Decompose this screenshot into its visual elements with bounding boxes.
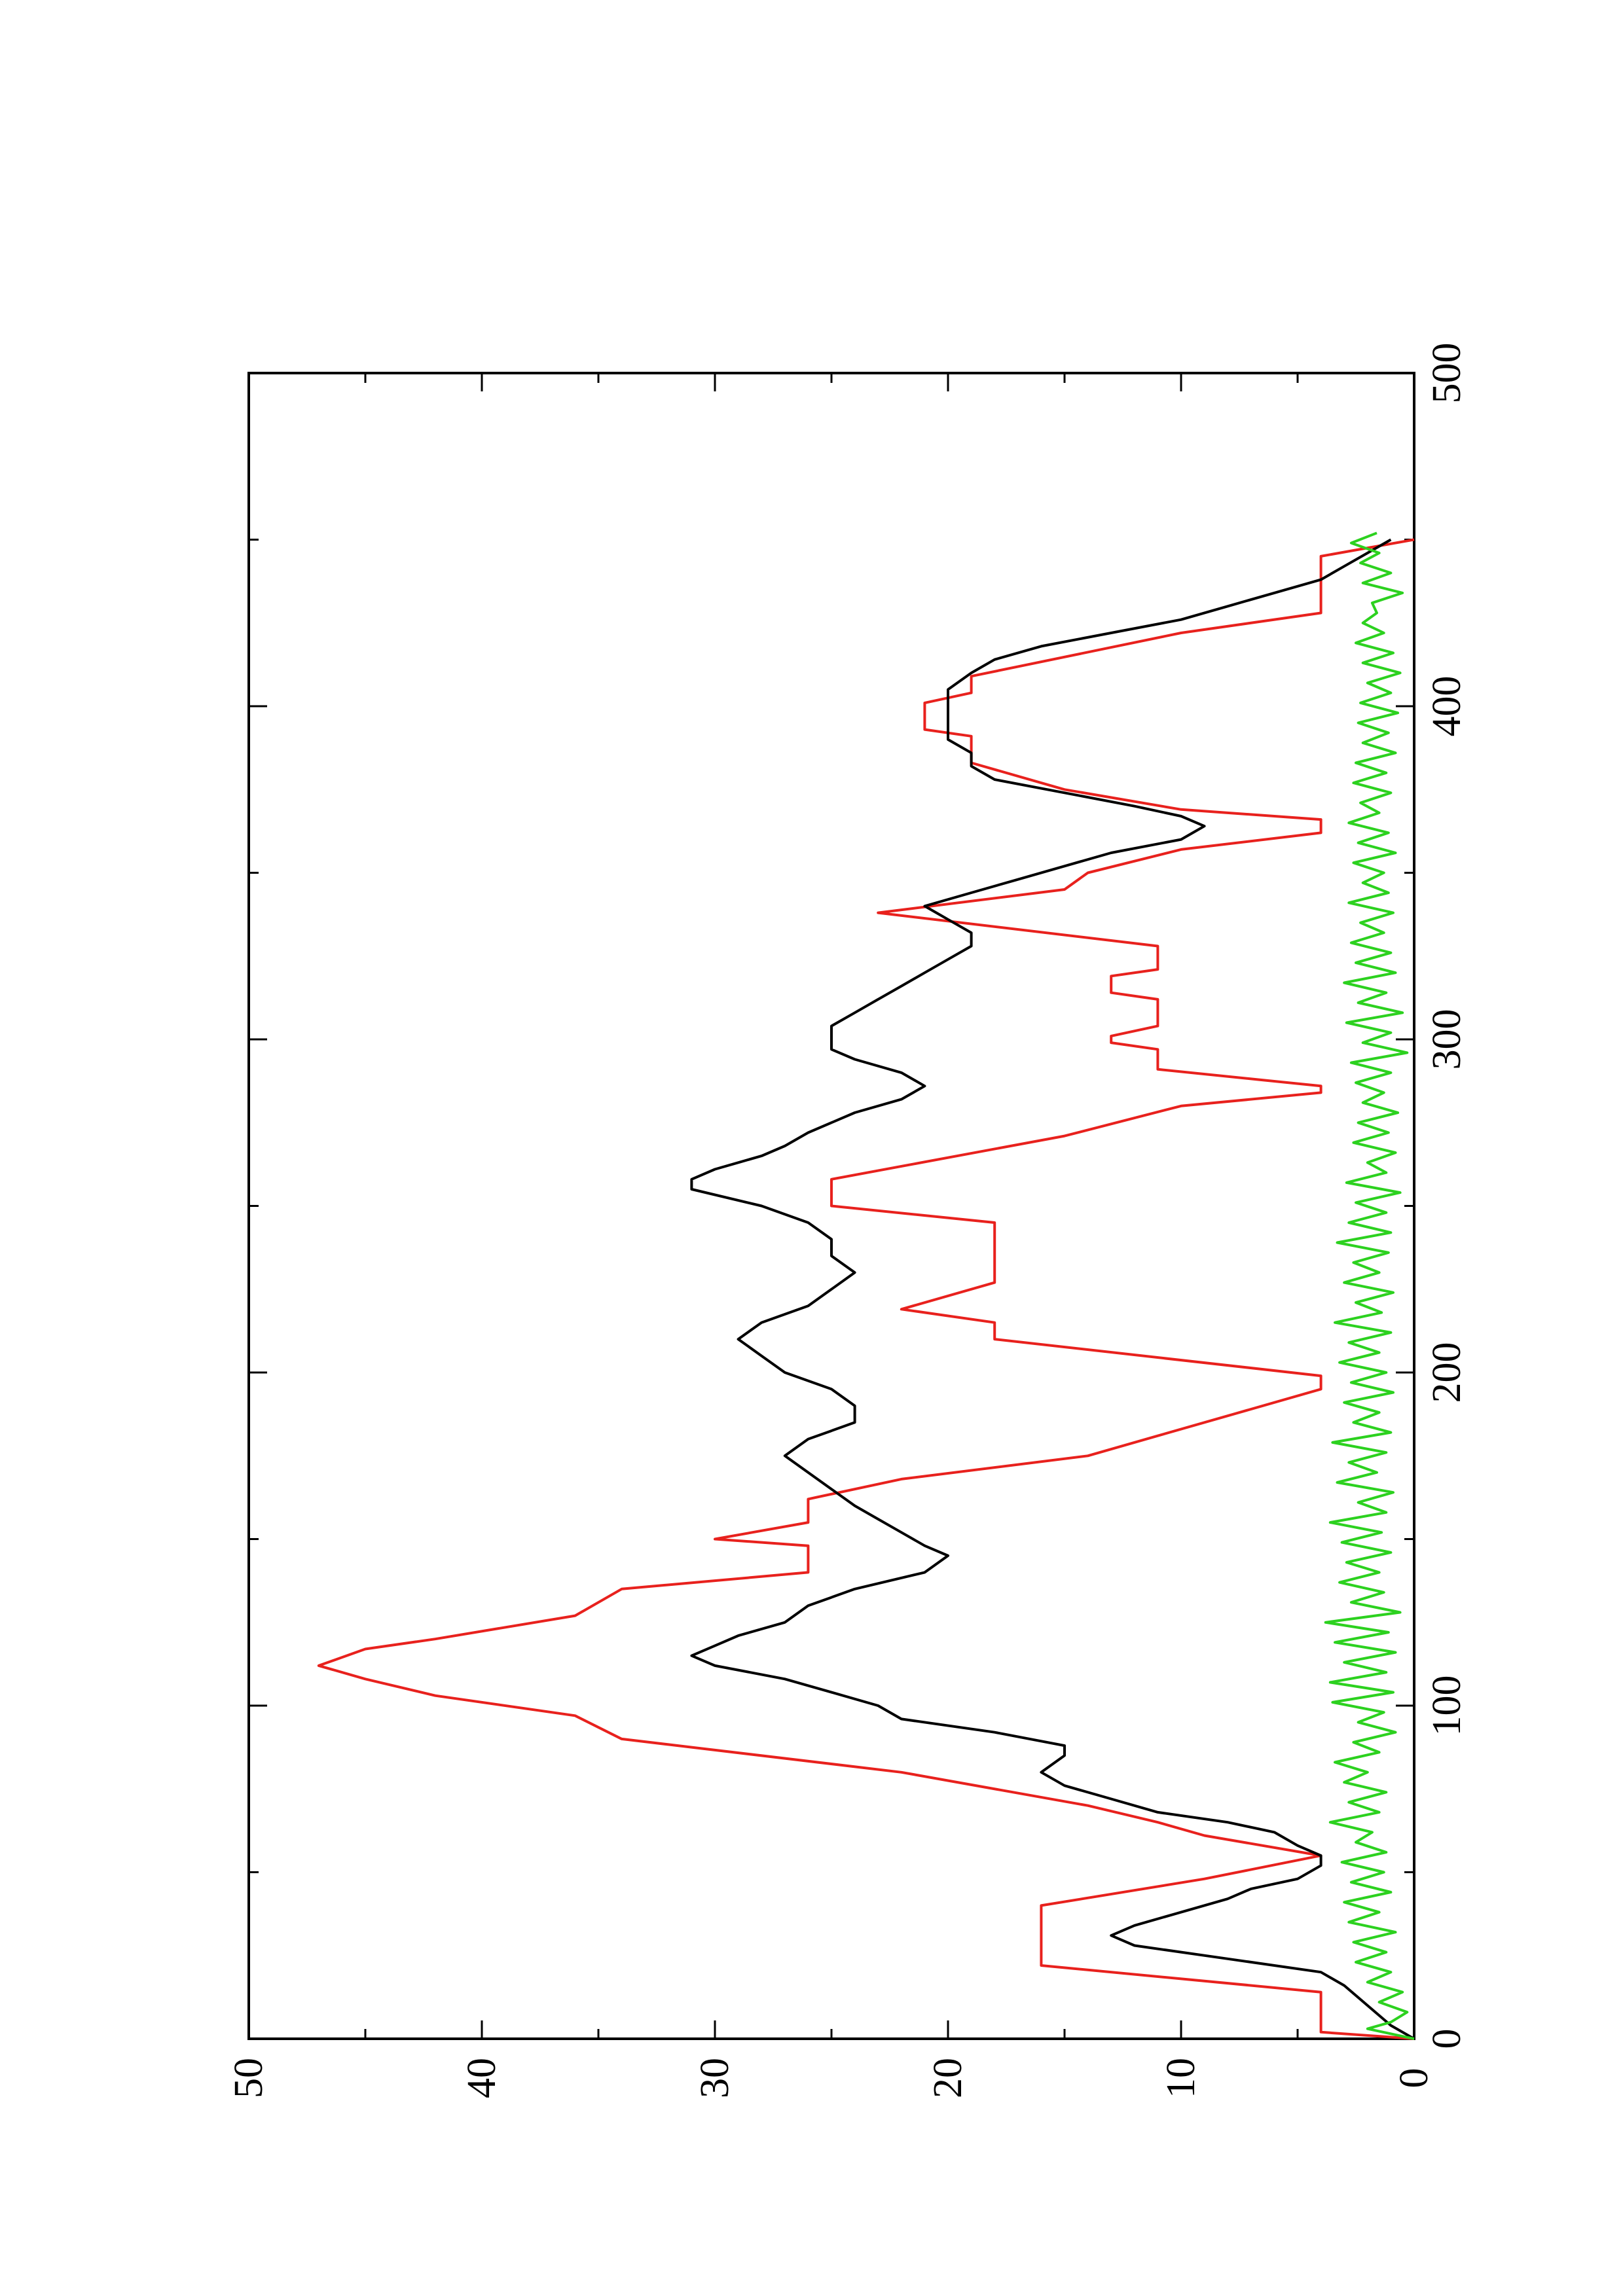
y-tick-label: 10 bbox=[1159, 2058, 1203, 2098]
x-tick-label: 200 bbox=[1425, 1342, 1469, 1403]
series-line-3 bbox=[1324, 531, 1415, 2040]
x-tick-label: 100 bbox=[1425, 1676, 1469, 1736]
series-line-1 bbox=[317, 538, 1415, 2040]
x-tick-label: 500 bbox=[1425, 343, 1469, 404]
axis-ticks bbox=[247, 372, 1415, 2040]
y-tick-label: 50 bbox=[227, 2058, 271, 2098]
y-tick-label: 20 bbox=[926, 2058, 970, 2098]
x-tick-label: 0 bbox=[1425, 2029, 1469, 2049]
axis-tick-labels: 0 100 200 300 400 500 0 10 20 30 40 50 bbox=[227, 343, 1469, 2099]
x-tick-label: 300 bbox=[1425, 1009, 1469, 1070]
series-line-2 bbox=[690, 538, 1415, 2040]
y-tick-label: 40 bbox=[460, 2058, 504, 2098]
y-tick-label: 0 bbox=[1392, 2068, 1436, 2089]
x-tick-label: 400 bbox=[1425, 676, 1469, 737]
y-tick-label: 30 bbox=[693, 2058, 737, 2098]
series-layer bbox=[317, 531, 1415, 2040]
